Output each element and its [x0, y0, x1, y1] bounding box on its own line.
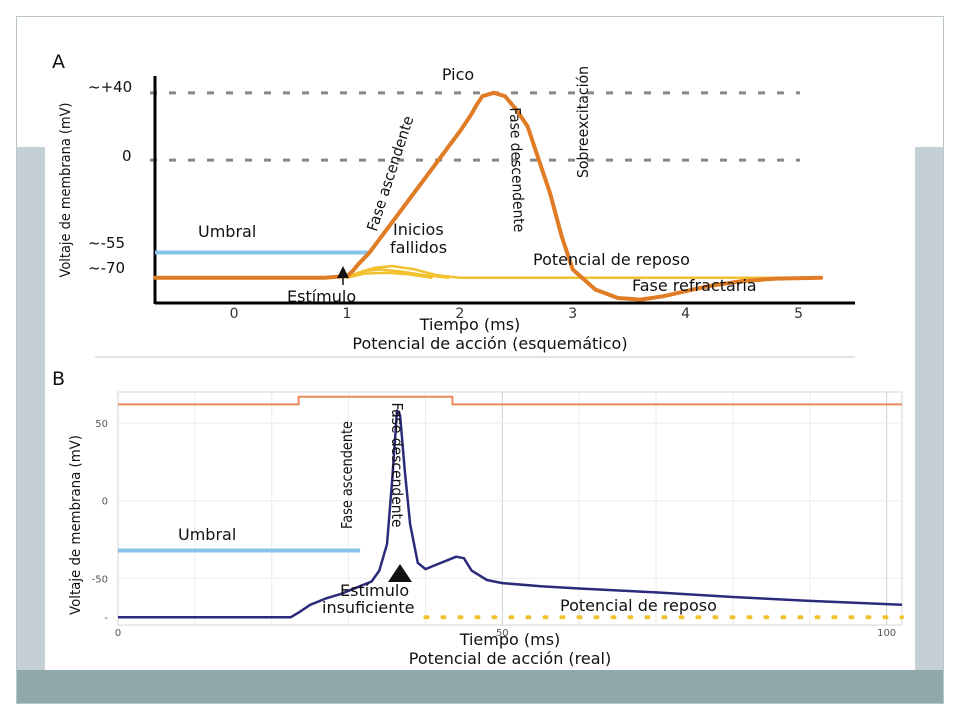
slide-frame — [16, 16, 944, 704]
panel-a-x-tick-labels: 0 1 2 3 4 5 — [230, 306, 803, 322]
panel-a-xtick-5: 5 — [794, 306, 803, 322]
panel-b-xtick-1: 50 — [496, 628, 509, 639]
panel-b-title: Potencial de acción (real) — [409, 649, 611, 668]
panel-a-threshold-label: Umbral — [198, 222, 256, 241]
panel-b-xtick-0: 0 — [115, 628, 121, 639]
falling-phase-label: Fase descendente — [506, 107, 528, 233]
panel-b-y-axis-label: Voltaje de membrana (mV) — [68, 435, 84, 615]
panel-a-y-tick-labels: ~+40 0 ~-55 ~-70 — [88, 78, 132, 277]
failed-starts-label-2: fallidos — [390, 238, 447, 257]
panel-a-xtick-0: 0 — [230, 306, 239, 322]
panel-a-series-line-0 — [153, 90, 824, 302]
panel-b-resting-label: Potencial de reposo — [560, 596, 717, 615]
panel-a-series — [153, 90, 824, 302]
panel-b-ytick-0: 50 — [95, 419, 108, 430]
panel-b-series-line-0 — [118, 409, 903, 619]
panel-a-xtick-2: 2 — [455, 306, 464, 322]
panel-b-x-axis-label: Tiempo (ms) — [459, 630, 561, 649]
panel-b-ytick-3: - — [104, 613, 108, 624]
panel-b-stimulus-label-2: insuficiente — [322, 598, 414, 617]
panel-b-ytick-1: 0 — [102, 497, 108, 508]
panel-b-plot-frame — [117, 391, 903, 626]
failed-starts-label-1: Inicios — [393, 220, 444, 239]
panel-b-grid — [118, 392, 902, 625]
left-decor-band — [17, 147, 45, 672]
right-decor-band — [915, 147, 943, 672]
panel-b-stimulus-arrow — [388, 564, 412, 582]
panel-b-threshold-label: Umbral — [178, 525, 236, 544]
stimulus-label-a: Estímulo — [287, 287, 356, 306]
peak-label: Pico — [442, 65, 474, 84]
panel-b-falling-label: Fase descendente — [388, 403, 406, 528]
panel-b-stimulus-label-1: Estímulo — [340, 581, 409, 600]
panel-a: A ~+40 0 ~-55 ~-70 0 1 2 3 4 5 Voltaje de mem… — [45, 48, 915, 353]
panel-b-x-tick-labels: 0 50 100 — [115, 628, 896, 639]
panel-a-label: A — [52, 51, 65, 73]
panel-a-ytick-70: ~-70 — [88, 259, 125, 277]
panel-b: B 500-50- 0 50 100 Umbral Fase ascendente … — [45, 360, 915, 670]
panel-b-y-tick-labels: 50 0 -50 - — [92, 419, 109, 624]
panel-b-label: B — [52, 368, 65, 390]
panel-a-xtick-3: 3 — [568, 306, 577, 322]
panel-b-xtick-2: 100 — [877, 628, 896, 639]
panel-a-title: Potencial de acción (esquemático) — [352, 334, 627, 353]
panel-a-xtick-4: 4 — [681, 306, 690, 322]
panel-a-ytick-55: ~-55 — [88, 234, 125, 252]
panel-a-series-line-3 — [345, 271, 433, 280]
panel-b-series — [118, 409, 903, 619]
resting-potential-label-a: Potencial de reposo — [533, 250, 690, 269]
panel-a-reference-lines — [150, 91, 800, 162]
panel-a-y-axis-label: Voltaje de membrana (mV) — [58, 103, 74, 278]
panel-a-ytick-40: ~+40 — [88, 78, 132, 96]
refractory-phase-label: Fase refractaria — [632, 276, 757, 295]
panel-a-xtick-1: 1 — [342, 306, 351, 322]
panel-a-x-axis-label: Tiempo (ms) — [419, 315, 521, 334]
panel-b-background — [45, 360, 915, 670]
panel-a-ytick-0: 0 — [122, 147, 132, 165]
panel-b-ytick-2: -50 — [92, 574, 108, 585]
bottom-decor-band — [17, 670, 943, 703]
panel-b-stimulus-trace — [118, 395, 902, 406]
overshoot-label: Sobreexcitación — [574, 66, 592, 178]
panel-b-rising-label: Fase ascendente — [338, 421, 356, 529]
panel-a-series-line-1 — [345, 264, 823, 280]
